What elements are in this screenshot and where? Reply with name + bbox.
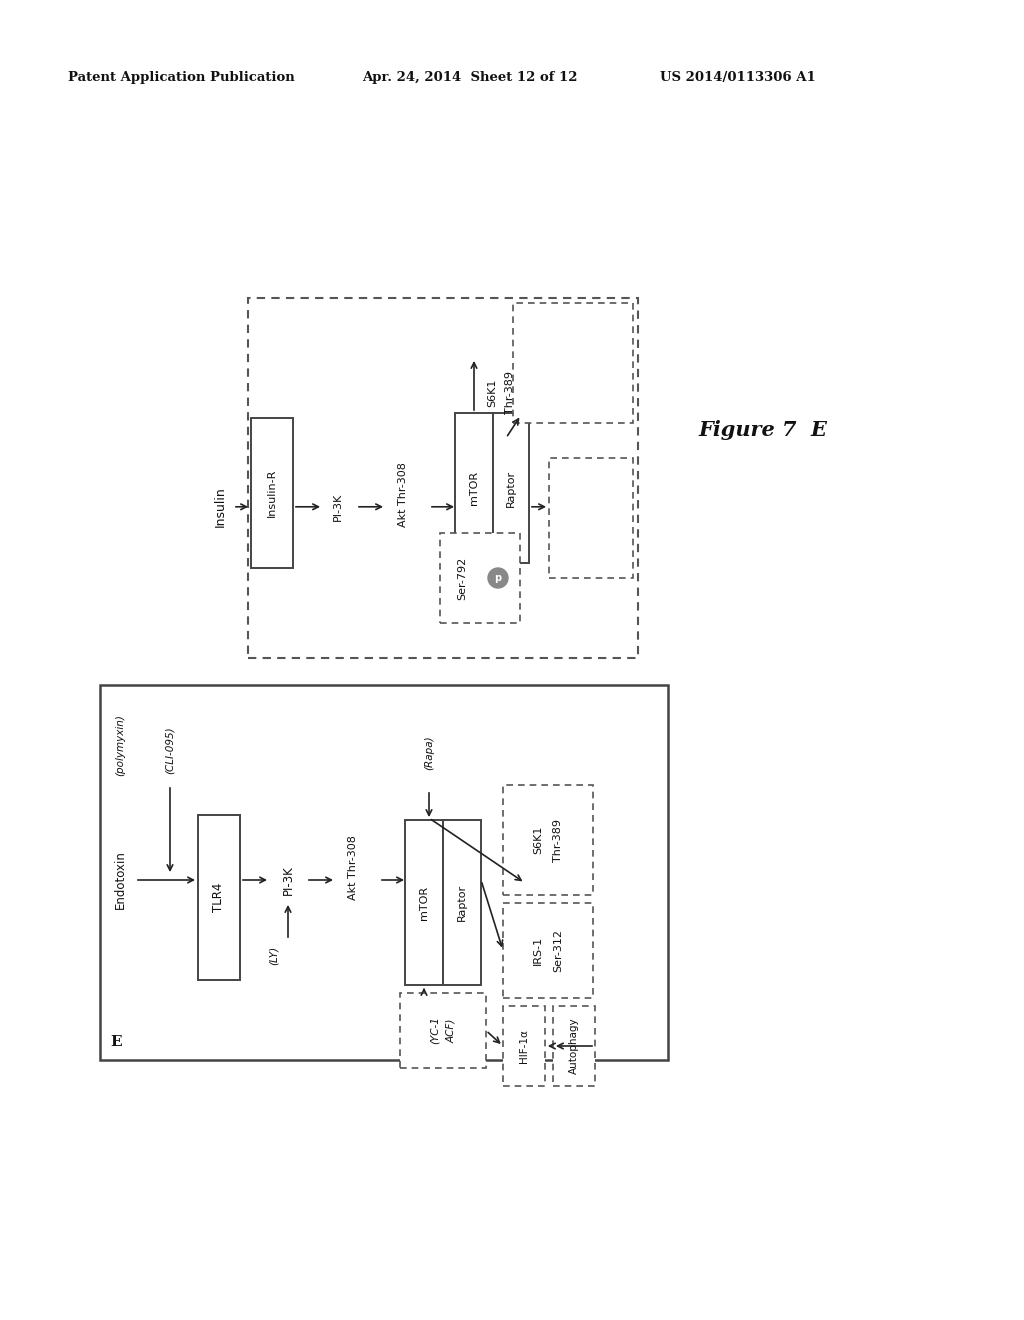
Text: Akt Thr-308: Akt Thr-308 [348, 836, 358, 900]
Bar [503, 903, 593, 998]
Text: Raptor: Raptor [457, 884, 467, 921]
Text: mTOR: mTOR [469, 471, 479, 506]
Text: Patent Application Publication: Patent Application Publication [68, 71, 295, 84]
Text: E: E [110, 1035, 122, 1049]
Bar [503, 785, 593, 895]
Circle shape [488, 568, 508, 587]
Text: Autophagy: Autophagy [569, 1018, 579, 1074]
Text: (polymyxin): (polymyxin) [115, 714, 125, 776]
Text: (LY): (LY) [269, 945, 279, 965]
Text: p: p [495, 573, 502, 583]
Text: S6K1: S6K1 [487, 379, 497, 407]
Text: Ser-312: Ser-312 [553, 929, 563, 972]
Text: PI-3K: PI-3K [282, 865, 295, 895]
Text: HIF-1α: HIF-1α [519, 1030, 529, 1063]
Text: Figure 7  E: Figure 7 E [698, 420, 826, 440]
Bar [553, 1006, 595, 1086]
Bar [400, 993, 486, 1068]
Text: (YC-1: (YC-1 [430, 1016, 440, 1044]
Text: Apr. 24, 2014  Sheet 12 of 12: Apr. 24, 2014 Sheet 12 of 12 [362, 71, 578, 84]
Text: (Rapa): (Rapa) [424, 735, 434, 771]
Text: Insulin-R: Insulin-R [267, 469, 278, 517]
Bar [248, 298, 638, 657]
Text: Ser-792: Ser-792 [457, 556, 467, 599]
Bar [503, 1006, 545, 1086]
Text: Akt Thr-308: Akt Thr-308 [398, 462, 408, 527]
Bar [251, 418, 293, 568]
Bar [198, 814, 240, 979]
Bar [455, 413, 493, 564]
Bar [493, 413, 529, 564]
Text: Insulin: Insulin [213, 487, 226, 527]
Text: ACF): ACF) [446, 1018, 456, 1043]
Text: Raptor: Raptor [506, 470, 516, 507]
Text: Thr-389: Thr-389 [505, 371, 515, 414]
Bar [406, 820, 443, 985]
Text: Endotoxin: Endotoxin [114, 850, 127, 909]
Bar [100, 685, 668, 1060]
Bar [443, 820, 481, 985]
Bar [513, 304, 633, 422]
Text: mTOR: mTOR [419, 886, 429, 920]
Text: Thr-389: Thr-389 [553, 818, 563, 862]
Text: S6K1: S6K1 [534, 826, 543, 854]
Text: TLR4: TLR4 [213, 883, 225, 912]
Bar [440, 533, 520, 623]
Text: PI-3K: PI-3K [333, 492, 343, 521]
Text: US 2014/0113306 A1: US 2014/0113306 A1 [660, 71, 816, 84]
Text: (CLI-095): (CLI-095) [165, 726, 175, 774]
Bar [549, 458, 633, 578]
Text: IRS-1: IRS-1 [534, 936, 543, 965]
